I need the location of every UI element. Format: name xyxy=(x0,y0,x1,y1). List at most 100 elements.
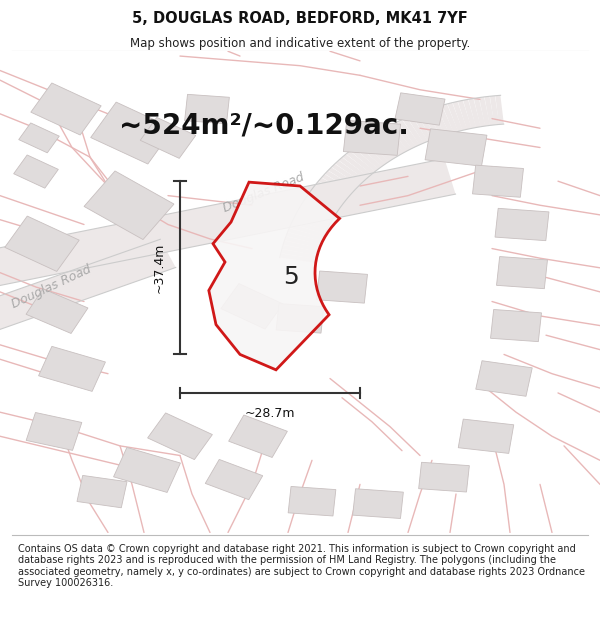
Polygon shape xyxy=(328,168,359,188)
Polygon shape xyxy=(26,289,88,334)
Polygon shape xyxy=(474,98,485,127)
Polygon shape xyxy=(379,129,404,155)
Polygon shape xyxy=(325,171,356,191)
Polygon shape xyxy=(479,97,490,126)
Text: Douglas Road: Douglas Road xyxy=(9,263,93,311)
Polygon shape xyxy=(316,181,349,201)
Polygon shape xyxy=(0,239,176,338)
Polygon shape xyxy=(288,486,336,516)
Polygon shape xyxy=(332,164,362,186)
Text: Douglas Road: Douglas Road xyxy=(221,171,307,216)
Text: ~28.7m: ~28.7m xyxy=(245,407,295,419)
Polygon shape xyxy=(283,241,319,252)
Polygon shape xyxy=(412,114,433,141)
Polygon shape xyxy=(282,245,318,256)
Polygon shape xyxy=(485,96,494,126)
Polygon shape xyxy=(354,145,382,169)
Polygon shape xyxy=(422,110,441,138)
Polygon shape xyxy=(403,118,424,145)
Polygon shape xyxy=(346,151,375,174)
Polygon shape xyxy=(398,119,420,147)
Polygon shape xyxy=(286,232,322,244)
Polygon shape xyxy=(229,415,287,458)
Polygon shape xyxy=(299,204,334,220)
Polygon shape xyxy=(38,346,106,391)
Text: 5: 5 xyxy=(283,266,299,289)
Polygon shape xyxy=(495,208,549,241)
Polygon shape xyxy=(304,196,338,214)
Polygon shape xyxy=(276,304,324,333)
Polygon shape xyxy=(205,459,263,500)
Polygon shape xyxy=(491,309,541,342)
Polygon shape xyxy=(458,419,514,453)
Polygon shape xyxy=(458,101,472,129)
Polygon shape xyxy=(393,122,416,149)
Polygon shape xyxy=(221,284,283,329)
Polygon shape xyxy=(84,171,174,239)
Polygon shape xyxy=(375,131,400,157)
Polygon shape xyxy=(425,129,487,166)
Polygon shape xyxy=(350,148,379,172)
Polygon shape xyxy=(280,254,316,262)
Polygon shape xyxy=(284,236,320,248)
Polygon shape xyxy=(19,123,59,153)
Text: Contains OS data © Crown copyright and database right 2021. This information is : Contains OS data © Crown copyright and d… xyxy=(18,544,585,588)
Polygon shape xyxy=(31,83,101,135)
Polygon shape xyxy=(371,134,397,159)
Polygon shape xyxy=(91,102,173,164)
Polygon shape xyxy=(473,165,523,198)
Text: ~524m²/~0.129ac.: ~524m²/~0.129ac. xyxy=(119,112,409,140)
Polygon shape xyxy=(469,99,481,127)
Polygon shape xyxy=(353,489,403,519)
Polygon shape xyxy=(313,185,346,204)
Polygon shape xyxy=(317,271,367,303)
Polygon shape xyxy=(14,155,58,188)
Polygon shape xyxy=(113,448,181,493)
Polygon shape xyxy=(463,99,476,128)
Polygon shape xyxy=(140,118,196,158)
Polygon shape xyxy=(343,154,372,177)
Polygon shape xyxy=(442,104,458,132)
Polygon shape xyxy=(298,208,332,224)
Polygon shape xyxy=(281,249,317,259)
Polygon shape xyxy=(335,161,365,182)
Polygon shape xyxy=(338,158,368,180)
Polygon shape xyxy=(432,107,449,135)
Polygon shape xyxy=(358,142,386,166)
Polygon shape xyxy=(209,182,340,370)
Polygon shape xyxy=(287,228,323,241)
Polygon shape xyxy=(185,94,229,124)
Polygon shape xyxy=(448,102,463,131)
Text: 5, DOUGLAS ROAD, BEDFORD, MK41 7YF: 5, DOUGLAS ROAD, BEDFORD, MK41 7YF xyxy=(132,11,468,26)
Polygon shape xyxy=(289,224,325,238)
Polygon shape xyxy=(384,126,408,152)
Polygon shape xyxy=(407,116,428,143)
Polygon shape xyxy=(366,137,393,162)
Text: Map shows position and indicative extent of the property.: Map shows position and indicative extent… xyxy=(130,37,470,50)
Polygon shape xyxy=(0,159,455,291)
Polygon shape xyxy=(322,174,354,194)
Polygon shape xyxy=(452,101,467,131)
Polygon shape xyxy=(362,139,389,164)
Polygon shape xyxy=(293,216,328,231)
Polygon shape xyxy=(295,212,330,227)
Polygon shape xyxy=(148,413,212,459)
Polygon shape xyxy=(496,96,504,124)
Polygon shape xyxy=(476,361,532,396)
Polygon shape xyxy=(302,200,337,217)
Polygon shape xyxy=(437,106,454,134)
Polygon shape xyxy=(417,112,437,140)
Text: ~37.4m: ~37.4m xyxy=(152,242,166,293)
Polygon shape xyxy=(5,216,79,271)
Polygon shape xyxy=(427,108,445,137)
Polygon shape xyxy=(26,412,82,451)
Polygon shape xyxy=(77,476,127,508)
Polygon shape xyxy=(419,462,469,492)
Polygon shape xyxy=(307,192,341,210)
Polygon shape xyxy=(388,124,412,151)
Polygon shape xyxy=(490,96,499,125)
Polygon shape xyxy=(343,121,401,156)
Polygon shape xyxy=(395,93,445,125)
Polygon shape xyxy=(310,189,343,207)
Polygon shape xyxy=(319,177,351,198)
